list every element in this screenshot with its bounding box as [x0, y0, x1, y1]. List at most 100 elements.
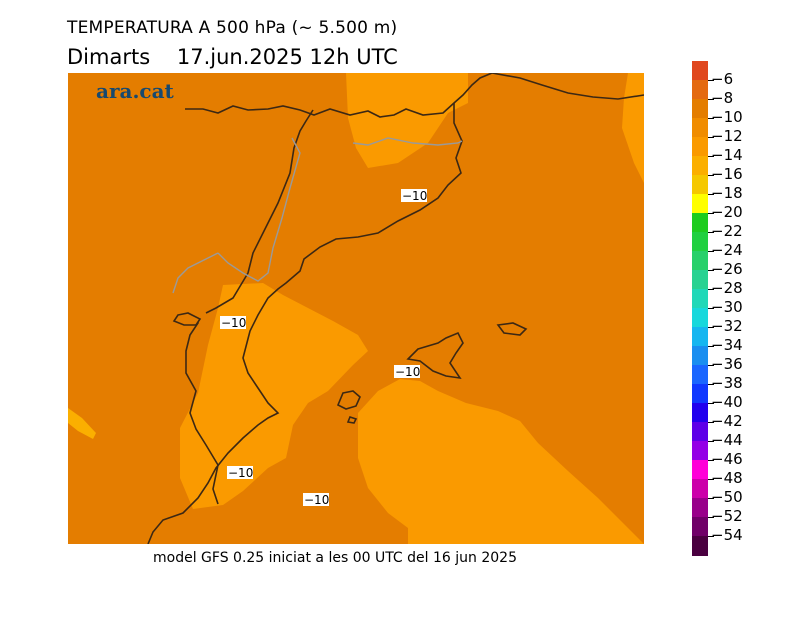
colorbar-segment — [692, 251, 708, 271]
colorbar-tick — [708, 327, 714, 328]
island-menorca — [496, 322, 528, 336]
colorbar-tick — [708, 156, 714, 157]
colorbar-tick — [708, 194, 714, 195]
chart-title: TEMPERATURA A 500 hPa (~ 5.500 m) — [67, 18, 398, 38]
colorbar-label: −44 — [711, 431, 743, 449]
date-time-label: 17.jun.2025 12h UTC — [176, 45, 398, 69]
colorbar-label: −12 — [711, 127, 743, 145]
colorbar-segment — [692, 213, 708, 233]
colorbar-tick — [708, 403, 714, 404]
contour-label: −10 — [401, 189, 427, 203]
coastline-north — [185, 73, 493, 118]
svg-text:−10: −10 — [221, 316, 246, 330]
colorbar-label: −18 — [711, 184, 743, 202]
colorbar-label: −24 — [711, 241, 743, 259]
colorbar-segment — [692, 118, 708, 138]
colorbar-tick — [708, 384, 714, 385]
colorbar-tick — [708, 536, 714, 537]
colorbar-segment — [692, 289, 708, 309]
colorbar-segment — [692, 365, 708, 385]
region-light-orange-west — [180, 283, 368, 509]
colorbar-label: −46 — [711, 450, 743, 468]
temperature-map: ara.cat −10 −10 −10 −10 −10 — [68, 73, 644, 544]
colorbar-segment — [692, 498, 708, 518]
model-footer: model GFS 0.25 iniciat a les 00 UTC del … — [153, 550, 517, 566]
colorbar-label: −22 — [711, 222, 743, 240]
colorbar-label: −28 — [711, 279, 743, 297]
colorbar-tick — [708, 346, 714, 347]
colorbar-tick — [708, 308, 714, 309]
colorbar-segment — [692, 232, 708, 252]
svg-text:−10: −10 — [228, 466, 253, 480]
colorbar-segment — [692, 441, 708, 461]
region-light-orange-top — [346, 73, 468, 168]
colorbar-label: −54 — [711, 526, 743, 544]
colorbar-segment — [692, 517, 708, 537]
chart-subtitle: Dimarts 17.jun.2025 12h UTC — [67, 45, 398, 69]
colorbar-label: −14 — [711, 146, 743, 164]
coastline-west — [185, 312, 219, 505]
colorbar-segment — [692, 308, 708, 328]
colorbar-tick — [708, 118, 714, 119]
coastline-francia — [491, 73, 644, 100]
colorbar-segment — [692, 156, 708, 176]
island-mallorca — [406, 331, 464, 380]
colorbar-label: −26 — [711, 260, 743, 278]
island-eivissa — [336, 390, 361, 410]
colorbar — [692, 61, 708, 556]
coastline-catalonia — [147, 103, 463, 544]
colorbar-label: −34 — [711, 336, 743, 354]
colorbar-tick — [708, 289, 714, 290]
colorbar-segment — [692, 403, 708, 423]
colorbar-tick — [708, 175, 714, 176]
contour-label: −10 — [227, 466, 253, 480]
svg-text:−10: −10 — [304, 493, 329, 507]
region-light-orange-southeast — [358, 379, 644, 544]
colorbar-tick — [708, 460, 714, 461]
colorbar-tick — [708, 232, 714, 233]
colorbar-label: −36 — [711, 355, 743, 373]
colorbar-label: −38 — [711, 374, 743, 392]
colorbar-tick — [708, 365, 714, 366]
colorbar-segment — [692, 270, 708, 290]
colorbar-tick — [708, 441, 714, 442]
colorbar-label: −6 — [711, 70, 734, 88]
colorbar-segment — [692, 61, 708, 81]
border-line — [172, 137, 463, 294]
colorbar-tick — [708, 479, 714, 480]
colorbar-label: −8 — [711, 89, 734, 107]
colorbar-label: −10 — [711, 108, 743, 126]
colorbar-tick — [708, 251, 714, 252]
colorbar-tick — [708, 517, 714, 518]
colorbar-label: −48 — [711, 469, 743, 487]
colorbar-segment — [692, 460, 708, 480]
region-yellow-orange — [68, 408, 96, 439]
coastline-inland — [205, 109, 314, 314]
colorbar-segment — [692, 80, 708, 100]
colorbar-segment — [692, 536, 708, 556]
colorbar-segment — [692, 327, 708, 347]
contour-label: −10 — [220, 316, 246, 330]
colorbar-label: −32 — [711, 317, 743, 335]
colorbar-tick — [708, 270, 714, 271]
colorbar-tick — [708, 422, 714, 423]
contour-label: −10 — [394, 365, 420, 379]
colorbar-segment — [692, 99, 708, 119]
colorbar-tick — [708, 80, 714, 81]
colorbar-segment — [692, 175, 708, 195]
colorbar-tick — [708, 213, 714, 214]
colorbar-segment — [692, 137, 708, 157]
colorbar-segment — [692, 346, 708, 366]
colorbar-label: −50 — [711, 488, 743, 506]
logo: ara.cat — [96, 79, 175, 103]
colorbar-label: −52 — [711, 507, 743, 525]
colorbar-label: −40 — [711, 393, 743, 411]
colorbar-segment — [692, 384, 708, 404]
region-light-orange-topright — [622, 73, 644, 183]
colorbar-label: −16 — [711, 165, 743, 183]
colorbar-segment — [692, 479, 708, 499]
colorbar-label: −20 — [711, 203, 743, 221]
colorbar-segment — [692, 422, 708, 442]
colorbar-tick — [708, 498, 714, 499]
colorbar-segment — [692, 194, 708, 214]
